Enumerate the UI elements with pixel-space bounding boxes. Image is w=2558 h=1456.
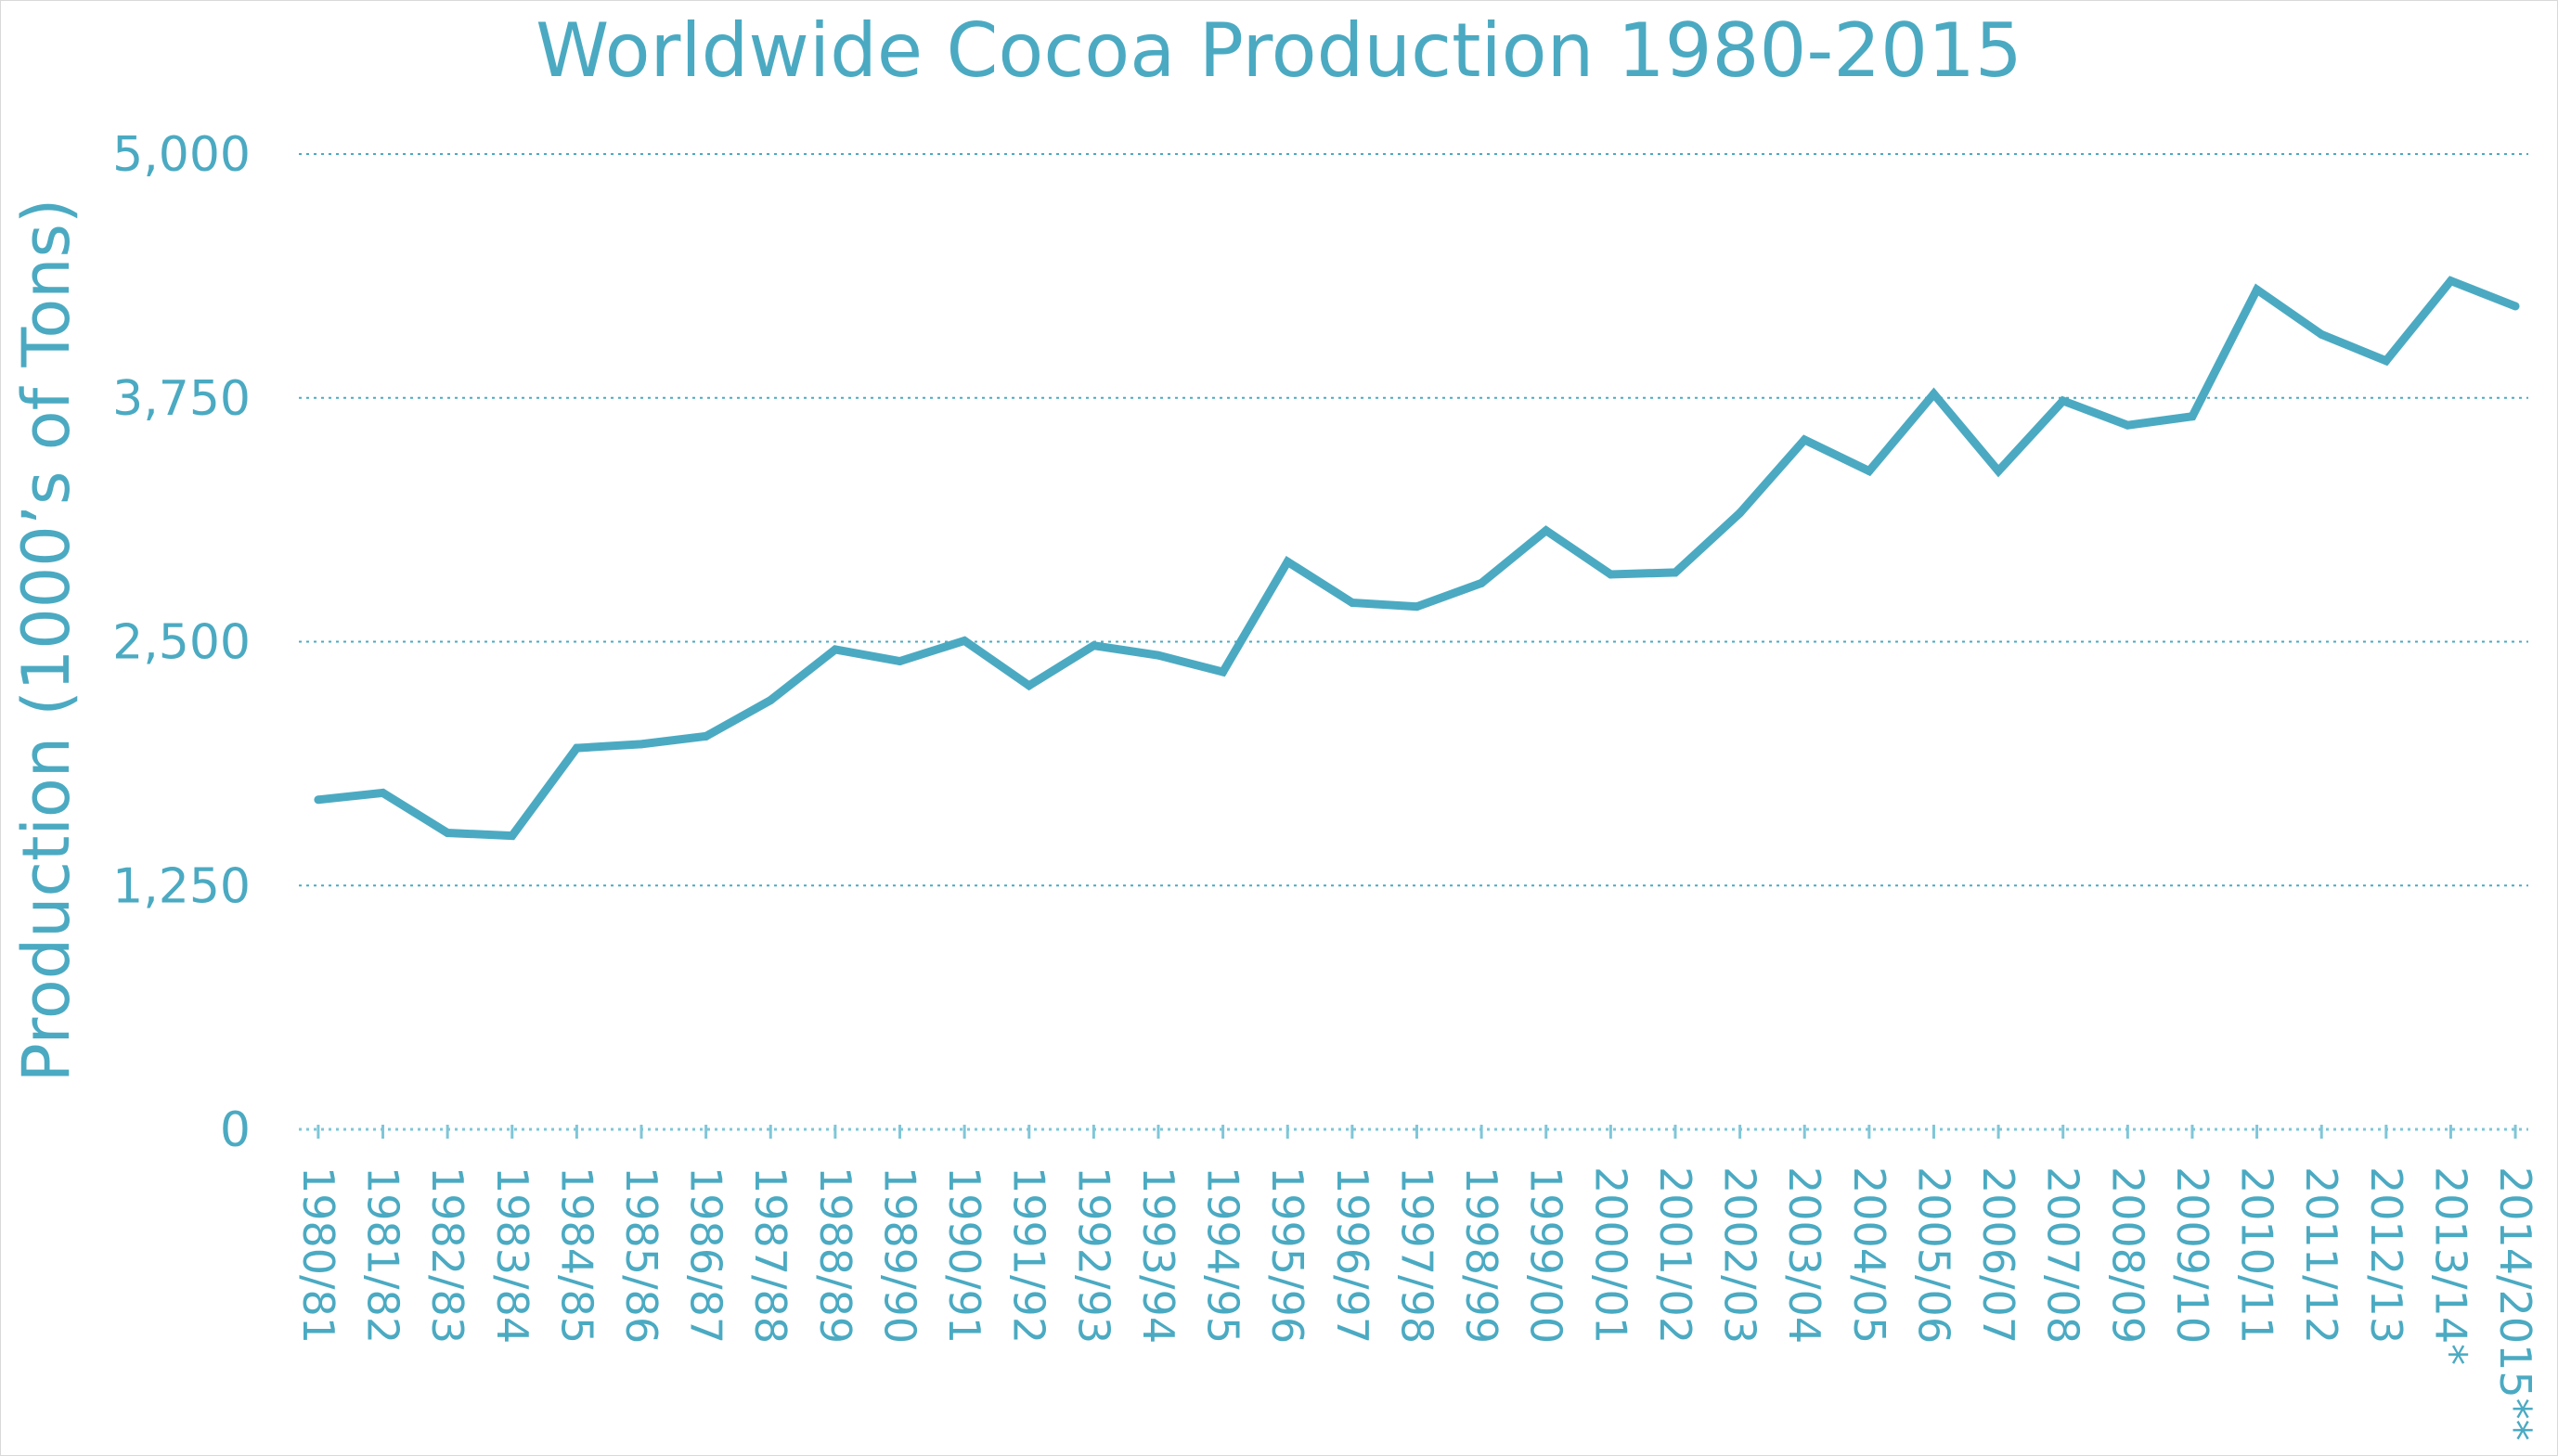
x-tick-label: 2005/06 xyxy=(1908,1166,1958,1344)
data-point xyxy=(1671,568,1680,577)
x-tick-label: 1994/95 xyxy=(1198,1166,1248,1344)
data-point xyxy=(1348,598,1357,607)
data-point xyxy=(379,788,388,797)
data-point xyxy=(1929,390,1938,399)
data-point xyxy=(572,743,581,753)
y-tick-label: 0 xyxy=(220,1102,251,1158)
data-point xyxy=(1154,651,1163,660)
data-point xyxy=(1542,526,1551,535)
x-tick-label: 1988/89 xyxy=(810,1166,860,1344)
data-point xyxy=(2446,277,2455,286)
data-point xyxy=(2123,420,2132,430)
data-point xyxy=(1736,509,1745,518)
x-tick-label: 1996/97 xyxy=(1327,1166,1377,1344)
y-tick-label: 2,500 xyxy=(112,615,251,671)
x-tick-label: 1999/00 xyxy=(1521,1166,1571,1344)
x-tick-label: 2010/11 xyxy=(2232,1166,2282,1344)
x-tick-label: 1986/87 xyxy=(681,1166,731,1344)
x-tick-label: 2003/04 xyxy=(1779,1166,1829,1344)
data-point xyxy=(1089,641,1098,651)
x-tick-label: 2011/12 xyxy=(2296,1166,2346,1344)
data-point xyxy=(1865,467,1874,476)
data-point xyxy=(2253,285,2262,294)
data-point xyxy=(766,696,775,705)
x-tick-label: 2014/2015** xyxy=(2490,1166,2540,1441)
data-point xyxy=(1219,667,1228,676)
x-tick-label: 1982/83 xyxy=(422,1166,472,1344)
data-point xyxy=(2382,356,2391,366)
x-tick-label: 2012/13 xyxy=(2361,1166,2411,1344)
x-tick-label: 1997/98 xyxy=(1391,1166,1441,1344)
x-tick-label: 1990/91 xyxy=(939,1166,989,1344)
data-point xyxy=(2317,329,2326,339)
data-point xyxy=(1477,578,1486,587)
x-tick-label: 1983/84 xyxy=(487,1166,537,1344)
x-tick-label: 2006/07 xyxy=(1973,1166,2023,1344)
x-tick-label: 1991/92 xyxy=(1004,1166,1054,1344)
data-point xyxy=(702,731,711,741)
x-tick-label: 2009/10 xyxy=(2167,1166,2217,1344)
data-point xyxy=(1025,681,1034,690)
data-point xyxy=(443,828,452,837)
x-tick-label: 2002/03 xyxy=(1715,1166,1765,1344)
data-point xyxy=(2059,396,2068,406)
x-tick-label: 2013/14* xyxy=(2425,1166,2475,1365)
chart-title: Worldwide Cocoa Production 1980-2015 xyxy=(536,7,2022,94)
y-tick-label: 5,000 xyxy=(112,127,251,183)
series-line xyxy=(317,276,2517,841)
data-point xyxy=(1800,435,1809,445)
x-tick-label: 1985/86 xyxy=(616,1166,666,1344)
data-point xyxy=(1994,467,2003,476)
x-tick-label: 1998/99 xyxy=(1456,1166,1506,1344)
data-point xyxy=(2188,412,2197,421)
data-point xyxy=(1412,602,1421,612)
data-point xyxy=(637,740,646,749)
x-tick-label: 1992/93 xyxy=(1068,1166,1118,1344)
x-tick-label: 2004/05 xyxy=(1844,1166,1894,1344)
data-point xyxy=(895,657,904,666)
y-tick-label: 1,250 xyxy=(112,858,251,914)
data-point xyxy=(508,831,517,841)
x-tick-label: 1995/96 xyxy=(1262,1166,1312,1344)
x-tick-label: 1981/82 xyxy=(358,1166,408,1344)
x-tick-label: 2001/02 xyxy=(1650,1166,1700,1344)
data-point xyxy=(1283,557,1292,566)
data-point xyxy=(1606,570,1615,579)
x-tick-label: 1987/88 xyxy=(745,1166,795,1344)
x-tick-label: 2007/08 xyxy=(2038,1166,2088,1344)
data-point xyxy=(314,795,323,805)
y-tick-label: 3,750 xyxy=(112,371,251,427)
x-tick-label: 1989/90 xyxy=(874,1166,924,1344)
x-tick-label: 2000/01 xyxy=(1585,1166,1635,1344)
x-tick-label: 1993/94 xyxy=(1133,1166,1183,1344)
x-tick-label: 1980/81 xyxy=(293,1166,343,1344)
data-point xyxy=(960,636,969,645)
x-tick-label: 1984/85 xyxy=(551,1166,601,1344)
data-point xyxy=(2511,302,2520,311)
x-tick-label: 2008/09 xyxy=(2102,1166,2152,1344)
data-point xyxy=(831,645,840,654)
